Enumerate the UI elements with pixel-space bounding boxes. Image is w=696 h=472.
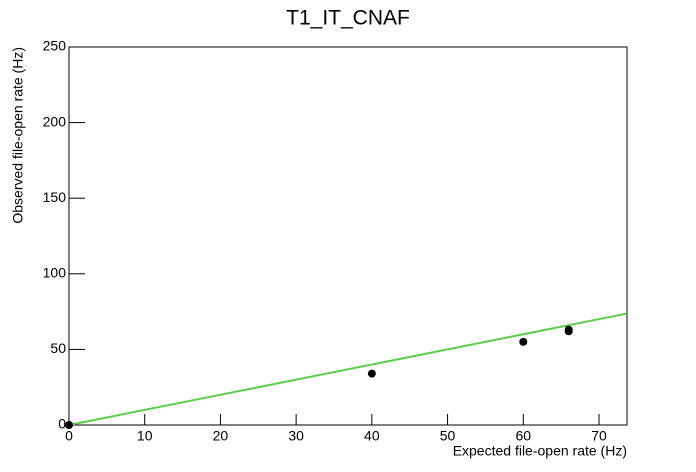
data-point [367, 369, 376, 378]
data-point [519, 337, 528, 346]
x-tick-label: 10 [137, 428, 153, 444]
plot-frame [68, 46, 628, 426]
x-tick-label: 70 [591, 428, 607, 444]
x-tick-label: 0 [65, 428, 73, 444]
y-axis-label: Observed file-open rate (Hz) [10, 47, 26, 224]
x-tick-label: 50 [440, 428, 456, 444]
y-tick-label: 200 [43, 113, 67, 129]
y-tick-label: 0 [58, 416, 66, 432]
x-tick-label: 40 [364, 428, 380, 444]
fit-line [68, 312, 628, 426]
y-tick-label: 50 [50, 340, 66, 356]
data-point [564, 325, 573, 334]
data-point [65, 421, 73, 429]
x-tick-label: 20 [213, 428, 229, 444]
x-tick-label: 30 [288, 428, 304, 444]
y-tick-label: 250 [43, 38, 67, 54]
chart-title: T1_IT_CNAF [286, 7, 410, 30]
y-tick-label: 100 [43, 265, 67, 281]
x-axis-label: Expected file-open rate (Hz) [453, 443, 627, 459]
x-tick-label: 60 [515, 428, 531, 444]
y-tick-label: 150 [43, 189, 67, 205]
